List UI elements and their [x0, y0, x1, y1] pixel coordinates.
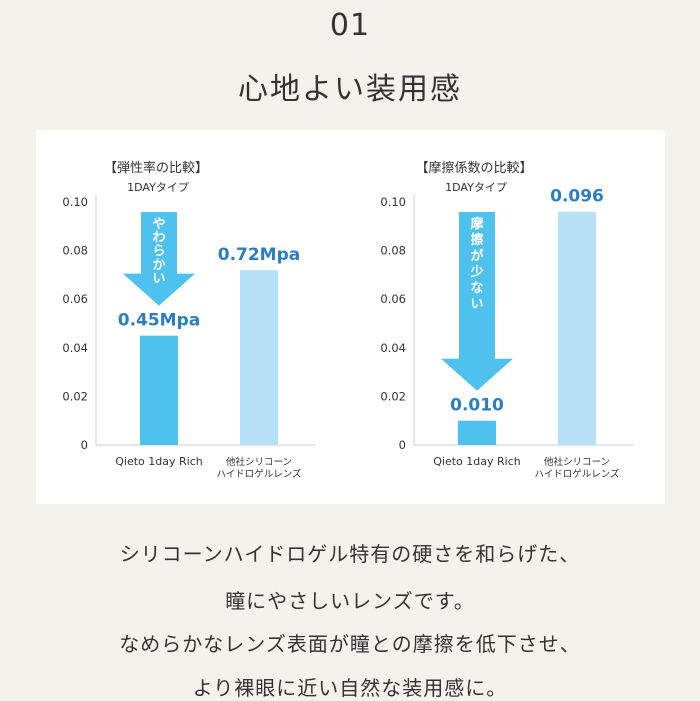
arrow-label-char: な	[470, 281, 483, 296]
y-tick-label: 0.08	[380, 244, 406, 258]
bar-qieto	[140, 335, 178, 445]
arrow-label-char: 擦	[470, 232, 483, 248]
data-label: 0.45Mpa	[118, 311, 201, 331]
elasticity-chart: 【弾性率の比較】 1DAYタイプ 0 0.02 0.04 0.06 0.08 0.10 0.45…	[36, 130, 346, 504]
chart-panel: 【弾性率の比較】 1DAYタイプ 0 0.02 0.04 0.06 0.08 0.10 0.45…	[36, 130, 665, 504]
description-line-2: 瞳にやさしいレンズです。	[225, 589, 475, 613]
x-tick-label: ハイドロゲルレンズ	[216, 468, 302, 480]
y-tick-label: 0.04	[62, 341, 88, 355]
arrow-label-char: 摩	[470, 216, 484, 232]
x-tick-label: 他社シリコーン	[226, 456, 292, 468]
y-tick-label: 0.04	[380, 341, 406, 355]
arrow-label-char: ら	[152, 244, 165, 259]
x-tick-label: 他社シリコーン	[544, 456, 610, 468]
down-arrow	[123, 212, 195, 306]
y-tick-label: 0	[399, 438, 406, 452]
chart-title: 【摩擦係数の比較】	[415, 160, 532, 176]
arrow-label-char: 少	[469, 264, 483, 280]
description-line-1: シリコーンハイドロゲル特有の硬さを和らげた、	[119, 542, 581, 566]
friction-chart: 【摩擦係数の比較】 1DAYタイプ 0 0.02 0.04 0.06 0.08 0.10 0.0…	[354, 130, 664, 504]
y-tick-label: 0	[81, 438, 88, 452]
x-tick-label: Qieto 1day Rich	[433, 455, 520, 468]
data-label: 0.72Mpa	[218, 245, 301, 265]
section-title: 心地よい装用感	[238, 72, 462, 107]
y-tick-label: 0.10	[62, 195, 88, 209]
y-tick-label: 0.08	[62, 244, 88, 258]
arrow-label-char: わ	[152, 231, 165, 246]
arrow-label-char: い	[470, 297, 483, 312]
section-number: 01	[329, 8, 371, 43]
arrow-label-char: や	[152, 217, 165, 232]
x-tick-label: Qieto 1day Rich	[115, 455, 202, 468]
y-tick-label: 0.06	[380, 292, 406, 306]
chart-title: 【弾性率の比較】	[104, 160, 208, 176]
data-label: 0.096	[550, 187, 604, 207]
y-tick-label: 0.02	[380, 389, 406, 403]
arrow-label-char: か	[152, 258, 165, 273]
bar-competitor	[240, 270, 278, 445]
y-tick-label: 0.06	[62, 292, 88, 306]
y-tick-label: 0.02	[62, 389, 88, 403]
chart-subtitle: 1DAYタイプ	[127, 181, 189, 194]
data-label: 0.010	[450, 396, 504, 416]
bar-competitor	[558, 211, 596, 445]
x-tick-label: ハイドロゲルレンズ	[534, 468, 620, 480]
y-tick-label: 0.10	[380, 195, 406, 209]
elasticity-chart-svg: 【弾性率の比較】 1DAYタイプ 0 0.02 0.04 0.06 0.08 0.10 0.45…	[62, 160, 316, 480]
arrow-label-char: が	[470, 248, 483, 264]
friction-chart-svg: 【摩擦係数の比較】 1DAYタイプ 0 0.02 0.04 0.06 0.08 0.10 0.0…	[380, 160, 634, 480]
down-arrow	[441, 212, 513, 391]
arrow-label-char: い	[152, 271, 165, 286]
description-line-3: なめらかなレンズ表面が瞳との摩擦を低下させ、	[119, 632, 581, 656]
description-line-4: より裸眼に近い自然な装用感に。	[192, 676, 508, 700]
bar-qieto	[458, 420, 496, 445]
chart-subtitle: 1DAYタイプ	[445, 181, 507, 194]
